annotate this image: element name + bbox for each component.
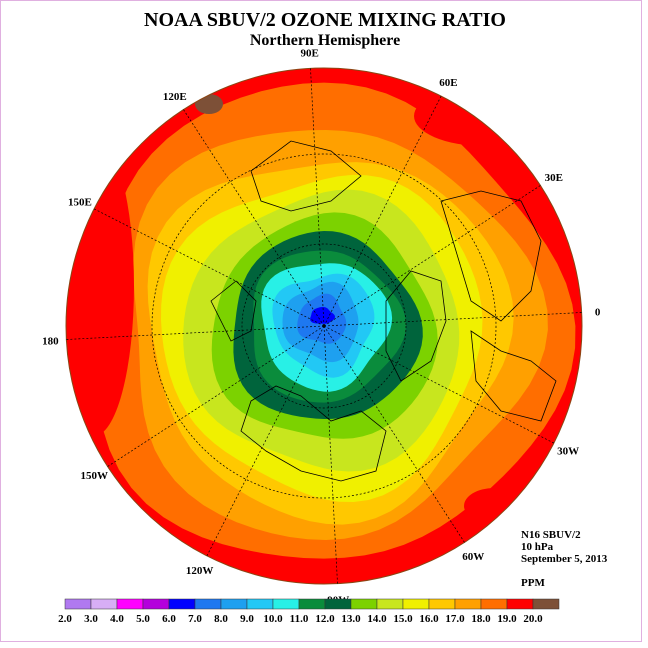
colorbar-tick-label: 11.0 (290, 613, 309, 625)
meridian-line (323, 312, 582, 327)
meridian-line (183, 109, 325, 327)
longitude-label: 30W (557, 445, 579, 457)
colorbar-swatches (64, 598, 560, 610)
colorbar-swatch (116, 598, 144, 610)
longitude-labels: 90E 60E 30E 0 30W 60W 90W 120W 150W 180 150E 120E (42, 47, 601, 601)
meridian-line (323, 325, 465, 543)
colorbar-tick-label: 6.0 (162, 613, 176, 625)
colorbar-tick-label: 18.0 (471, 613, 491, 625)
colorbar-swatch (428, 598, 456, 610)
contour-band (66, 136, 134, 436)
colorbar-swatch (90, 598, 118, 610)
meridian-line (310, 68, 325, 327)
colorbar-tick-label: 10.0 (263, 613, 283, 625)
latitude-circle (241, 243, 407, 409)
meridian-line (323, 325, 338, 584)
longitude-label: 180 (42, 335, 59, 347)
contour-band (310, 306, 335, 324)
colorbar-swatch (402, 598, 430, 610)
colorbar-tick-label: 20.0 (523, 613, 543, 625)
colorbar-swatch (246, 598, 274, 610)
page-subtitle: Northern Hemisphere (249, 32, 401, 49)
latitude-circle (151, 153, 497, 499)
colorbar: 2.0 3.0 4.0 5.0 6.0 7.0 8.0 9.0 10.0 11.0 12.0 13.0… (58, 598, 560, 625)
coastline (385, 270, 447, 382)
colorbar-tick-label: 15.0 (393, 613, 413, 625)
colorbar-swatch (350, 598, 378, 610)
longitude-label: 120E (163, 91, 187, 103)
longitude-label: 150W (80, 470, 108, 482)
contour-band (414, 86, 554, 146)
colorbar-swatch (142, 598, 170, 610)
colorbar-tick-label: 14.0 (367, 613, 387, 625)
colorbar-swatch (168, 598, 196, 610)
coastline (440, 190, 542, 322)
meridian-line (66, 325, 325, 340)
colorbar-swatch (506, 598, 534, 610)
longitude-label: 90W (327, 595, 349, 601)
meridian-line (323, 95, 442, 327)
colorbar-tick-label: 19.0 (497, 613, 517, 625)
colorbar-tick-label: 13.0 (341, 613, 361, 625)
polar-map: 90E 60E 30E 0 30W 60W 90W 120W 150W 180 150E 120E (42, 47, 601, 601)
colorbar-swatch (532, 598, 560, 610)
colorbar-tick-label: 5.0 (136, 613, 150, 625)
coastline (470, 330, 557, 422)
page-title: NOAA SBUV/2 OZONE MIXING RATIO (144, 9, 506, 31)
colorbar-tick-label: 7.0 (188, 613, 202, 625)
colorbar-swatch (324, 598, 352, 610)
graticule (65, 67, 583, 585)
pressure-level-label: 10 hPa (521, 541, 554, 553)
contour-band (464, 488, 524, 524)
colorbar-tick-label: 3.0 (84, 613, 98, 625)
colorbar-tick-label: 17.0 (445, 613, 465, 625)
longitude-label: 0 (595, 307, 601, 319)
colorbar-tick-label: 8.0 (214, 613, 228, 625)
meridian-line (323, 185, 541, 327)
longitude-label: 60E (439, 77, 457, 89)
longitude-label: 150E (68, 197, 92, 209)
map-boundary (65, 67, 583, 585)
meridian-line (323, 325, 555, 444)
unit-label: PPM (521, 577, 545, 589)
colorbar-tick-label: 9.0 (240, 613, 254, 625)
meridian-line (206, 325, 325, 557)
longitude-label: 60W (462, 551, 484, 563)
colorbar-swatch (298, 598, 326, 610)
colorbar-tick-label: 2.0 (58, 613, 72, 625)
longitude-label: 30E (545, 172, 563, 184)
colorbar-ticks: 2.0 3.0 4.0 5.0 6.0 7.0 8.0 9.0 10.0 11.0 12.0 13.0… (58, 613, 543, 625)
colorbar-swatch (480, 598, 508, 610)
longitude-label: 120W (186, 565, 214, 577)
colorbar-tick-label: 16.0 (419, 613, 439, 625)
colorbar-swatch (272, 598, 300, 610)
colorbar-swatch (454, 598, 482, 610)
colorbar-swatch (64, 598, 92, 610)
coastline (210, 280, 257, 342)
colorbar-tick-label: 4.0 (110, 613, 124, 625)
colorbar-swatch (220, 598, 248, 610)
satellite-label: N16 SBUV/2 (521, 529, 581, 541)
longitude-label: 90E (301, 47, 319, 59)
colorbar-tick-label: 12.0 (315, 613, 335, 625)
colorbar-swatch (376, 598, 404, 610)
meridian-line (107, 325, 325, 467)
meridian-line (93, 208, 325, 327)
contour-band (195, 94, 223, 114)
colorbar-swatch (194, 598, 222, 610)
ozone-contour-fill (66, 68, 582, 584)
coastline (250, 140, 362, 212)
date-label: September 5, 2013 (521, 553, 608, 565)
